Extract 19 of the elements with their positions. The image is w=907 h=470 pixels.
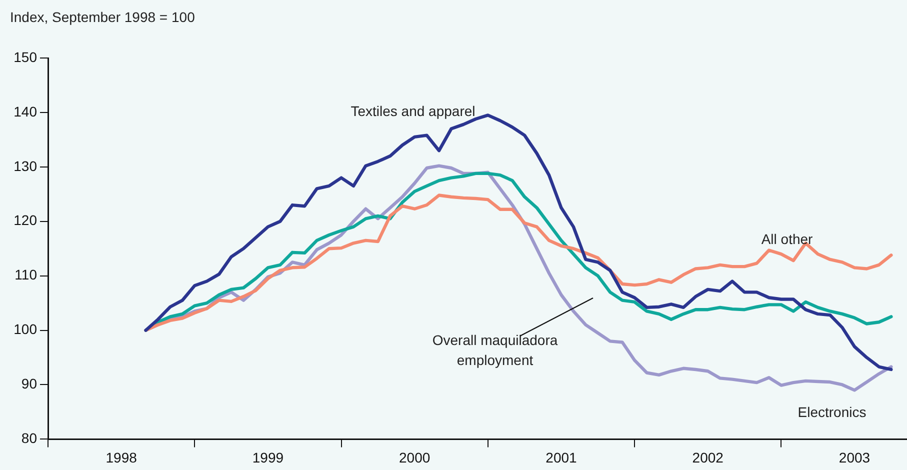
y-axis-title: Index, September 1998 = 100: [10, 9, 195, 25]
series-label: All other: [761, 230, 814, 247]
x-tick-label: 1998: [106, 449, 138, 466]
y-tick-label: 90: [21, 376, 38, 392]
y-tick-label: 120: [14, 212, 38, 228]
x-tick-label: 1999: [252, 449, 284, 466]
x-tick-label: 2000: [399, 449, 430, 466]
y-tick-label: 140: [14, 103, 38, 120]
y-tick-label: 150: [14, 48, 38, 65]
y-tick-label: 130: [14, 158, 38, 174]
x-tick-label: 2003: [838, 449, 870, 466]
y-tick-label: 80: [21, 430, 38, 446]
series-label: Electronics: [798, 404, 866, 420]
y-tick-label: 110: [14, 266, 38, 283]
y-tick-label: 100: [14, 321, 38, 338]
x-tick-label: 2002: [692, 449, 724, 466]
series-label: Textiles and apparel: [350, 102, 476, 119]
text: Overall maquiladora employment: [432, 332, 558, 368]
x-tick-label: 2001: [546, 449, 578, 466]
